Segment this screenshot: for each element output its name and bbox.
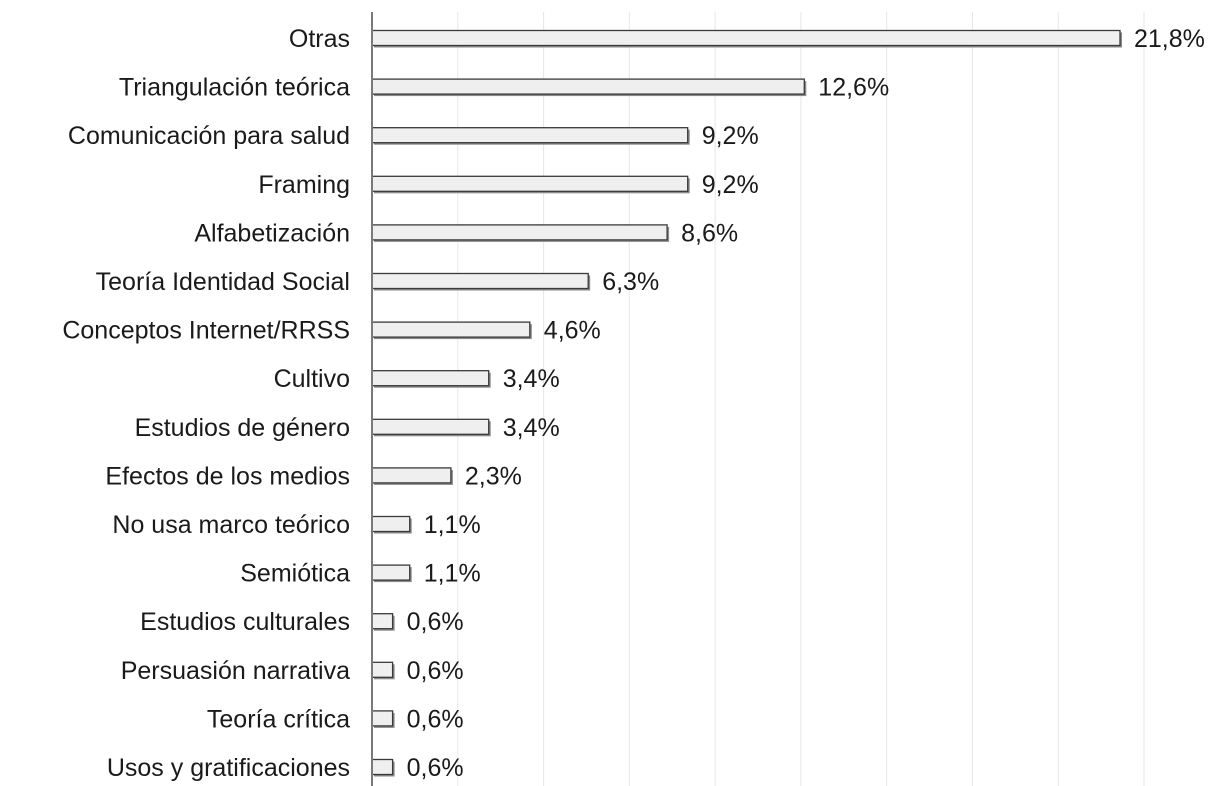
bar xyxy=(371,564,411,581)
category-label: Comunicación para salud xyxy=(68,122,350,150)
bar xyxy=(371,758,394,776)
bar xyxy=(371,175,689,192)
bar xyxy=(371,418,490,435)
category-label: Framing xyxy=(258,171,350,199)
data-label: 1,1% xyxy=(424,560,481,588)
value-labels: 21,8% 12,6% 9,2% 9,2% 8,6% 6,3%4,6% 3,4% 3,4% 2,… xyxy=(407,25,1205,782)
data-label: 0,6% xyxy=(407,608,464,636)
category-label: No usa marco teórico xyxy=(112,511,350,539)
category-label: Alfabetización xyxy=(194,219,350,247)
category-label: Estudios de género xyxy=(135,414,350,442)
category-label: Usos y gratificaciones xyxy=(107,754,350,782)
category-label: Estudios culturales xyxy=(140,608,350,636)
bar xyxy=(371,467,452,484)
category-label: Teoría crítica xyxy=(207,705,350,733)
category-label: Efectos de los medios xyxy=(105,462,350,490)
bar xyxy=(371,321,531,338)
data-label: 1,1% xyxy=(424,511,481,539)
category-labels: Otras Triangulación teórica Comunicación p… xyxy=(62,25,350,782)
category-label: Persuasión narrativa xyxy=(121,657,350,685)
category-label: Cultivo xyxy=(274,365,350,393)
category-label: Otras xyxy=(289,25,350,53)
category-label: Triangulación teórica xyxy=(119,74,350,102)
bar xyxy=(371,272,589,290)
data-label: 0,6% xyxy=(407,754,464,782)
data-label: 3,4% xyxy=(503,365,560,393)
data-label: 9,2% xyxy=(702,171,759,199)
data-label: 0,6% xyxy=(407,705,464,733)
data-label: 3,4% xyxy=(503,414,560,442)
data-label: 8,6% xyxy=(681,219,738,247)
data-label: 21,8% xyxy=(1134,25,1205,53)
bar xyxy=(371,661,394,678)
category-label: Teoría Identidad Social xyxy=(96,268,350,296)
bar xyxy=(371,224,668,241)
data-label: 9,2% xyxy=(702,122,759,150)
data-label: 6,3% xyxy=(602,268,659,296)
category-label: Conceptos Internet/RRSS xyxy=(62,317,350,345)
bar xyxy=(371,710,394,727)
bar xyxy=(371,515,411,533)
bar xyxy=(371,613,394,630)
bar xyxy=(371,29,1121,47)
bar xyxy=(371,78,805,95)
category-label: Semiótica xyxy=(240,560,350,588)
data-label: 4,6% xyxy=(544,317,601,345)
data-label: 2,3% xyxy=(465,462,522,490)
bar xyxy=(371,127,689,144)
data-label: 12,6% xyxy=(818,74,889,102)
bar xyxy=(371,370,490,387)
data-label: 0,6% xyxy=(407,657,464,685)
